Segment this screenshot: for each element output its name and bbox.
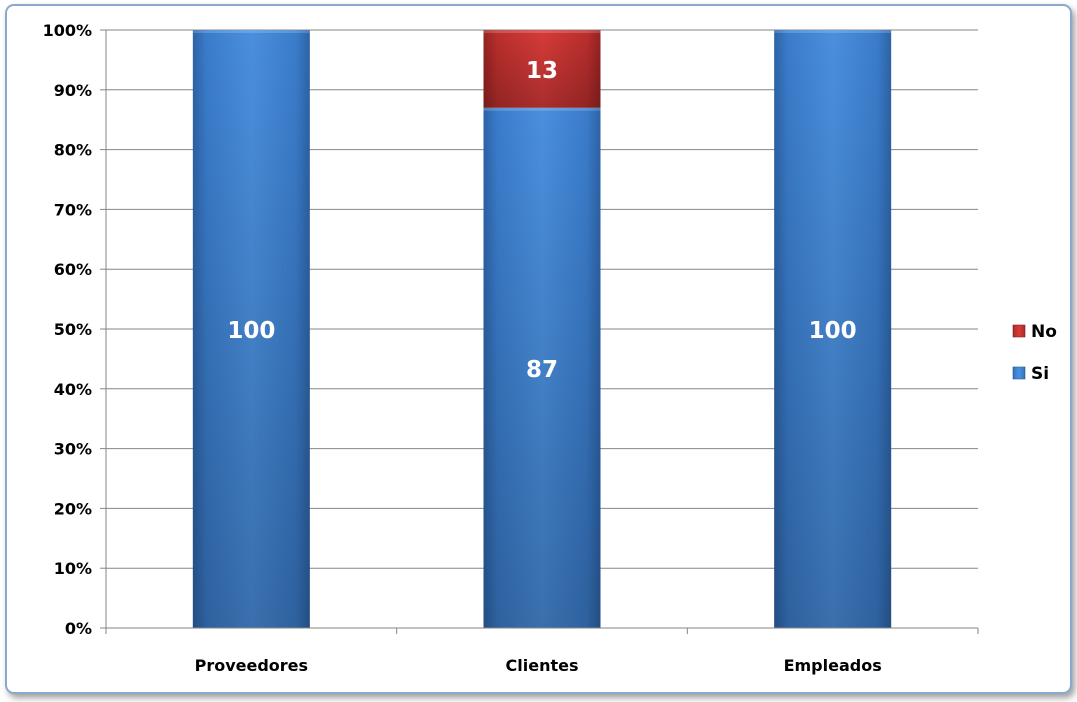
y-tick-label: 30% [54,440,92,459]
legend-label-si: Si [1031,364,1049,384]
data-label-si-empleados: 100 [809,318,857,344]
x-tick-label: Proveedores [195,656,308,675]
data-label-si-clientes: 87 [526,357,558,383]
y-tick-label: 80% [54,141,92,160]
y-tick-label: 40% [54,380,92,399]
data-label-si-proveedores: 100 [227,318,275,344]
bar-shading [192,30,310,628]
legend-label-no: No [1031,322,1057,342]
y-tick-label: 100% [43,21,92,40]
y-tick-label: 20% [54,499,92,518]
bars [192,30,892,629]
y-axis-ticks: 0% 10% 20% 30% 40% 50% 60% 70% 80% 90% 100% [43,21,106,638]
bar-shading [774,30,892,628]
y-tick-label: 0% [65,619,92,638]
y-tick-label: 50% [54,320,92,339]
legend: No Si [1012,322,1057,384]
data-label-no-clientes: 13 [526,58,558,84]
legend-swatch-si [1012,366,1026,380]
y-tick-label: 70% [54,200,92,219]
y-tick-label: 90% [54,81,92,100]
legend-swatch-no [1012,324,1026,338]
bar-shading [483,30,601,108]
bar-shading [483,107,601,629]
y-tick-label: 60% [54,260,92,279]
bar-highlight [483,107,601,111]
bar-highlight [483,30,601,33]
axes [105,30,978,629]
bar-highlight [774,30,892,33]
x-axis-ticks: Proveedores Clientes Empleados [105,628,979,675]
x-tick-label: Clientes [506,656,579,675]
y-tick-label: 10% [54,559,92,578]
data-labels: 100 87 13 100 [227,58,856,383]
x-tick-label: Empleados [784,656,882,675]
bar-highlight [192,30,310,33]
